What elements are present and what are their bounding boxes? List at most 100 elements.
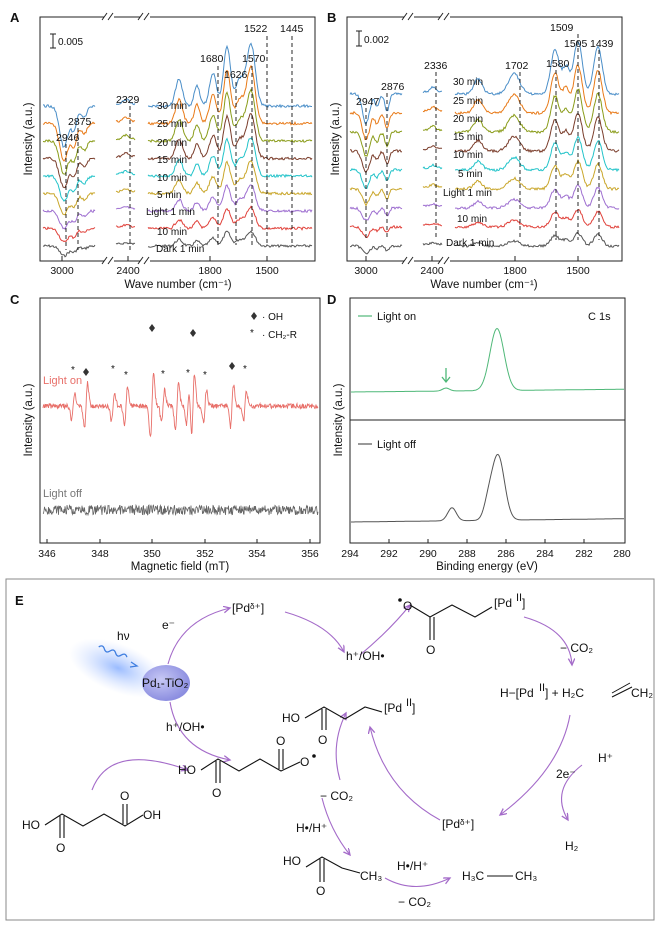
series-label: 5 min — [157, 190, 181, 201]
hydroxyl-label: HO — [282, 711, 300, 725]
x-tick-label: 292 — [380, 548, 398, 560]
x-tick-label: 2400 — [116, 265, 140, 277]
epr-light-on-line — [42, 372, 319, 438]
radical-molecule — [409, 604, 493, 640]
x-tick-label: 348 — [91, 548, 109, 560]
axis-break — [101, 12, 150, 265]
carbonyl-oxygen: O — [120, 789, 129, 803]
radical-dot — [398, 598, 402, 602]
xps-light-off-line — [351, 453, 624, 523]
peak-label: 1626 — [224, 69, 248, 81]
spectrum-line — [115, 223, 136, 228]
series-label: Dark 1 min — [446, 238, 494, 249]
methyl-label: CH₃ — [360, 869, 382, 883]
hole-oh-label: h⁺/OH• — [166, 720, 205, 734]
plot-frame — [39, 297, 321, 544]
double-bond — [611, 682, 633, 698]
spectrum-line — [115, 170, 136, 176]
spectrum-line — [454, 231, 620, 248]
succinate-radical-molecule — [200, 749, 301, 783]
spectrum-line — [115, 242, 136, 246]
h-radical-label: H•/H⁺ — [296, 821, 327, 835]
h-radical-label: H•/H⁺ — [397, 859, 428, 873]
xps-light-on-line — [351, 327, 624, 393]
carbonyl-oxygen: O — [316, 884, 325, 898]
spectrum-line — [454, 158, 620, 192]
catalyst-particle — [142, 665, 190, 701]
hv-label: hν — [117, 629, 130, 643]
spectrum-line — [422, 183, 443, 188]
spectrum-line — [455, 183, 620, 210]
x-axis-label: Wave number (cm⁻¹) — [124, 279, 231, 291]
y-axis-label: Intensity (a.u.) — [23, 383, 35, 456]
panel-b-spectra — [349, 34, 620, 255]
x-tick-label: 354 — [248, 548, 266, 560]
spectrum-line — [115, 151, 136, 158]
carbonyl-oxygen: O — [276, 734, 285, 748]
x-tick-label: 1800 — [503, 265, 527, 277]
series-label: 10 min — [157, 173, 187, 184]
carbonyl-oxygen: O — [212, 786, 221, 800]
panel-a-spectra — [42, 36, 313, 258]
series-label: Light 1 min — [443, 188, 492, 199]
series-label: 30 min — [453, 77, 483, 88]
spectrum-line — [350, 149, 403, 174]
x-tick-label: 280 — [613, 548, 631, 560]
y-axis-label: Intensity (a.u.) — [23, 102, 35, 175]
series-label: 10 min — [457, 214, 487, 225]
arrow-down-icon — [441, 368, 451, 384]
spectrum-line — [454, 113, 620, 154]
panel-letter: B — [327, 10, 336, 25]
hydrogen-label: H₂ — [565, 839, 579, 853]
ethylene-label: ] + H₂C — [545, 686, 584, 700]
spectrum-line — [42, 139, 96, 175]
bracket-close: ] — [412, 701, 415, 715]
asterisk-marker-icon: * — [203, 370, 207, 381]
radical-oxygen: O — [300, 755, 309, 769]
scale-bar-label: 0.002 — [364, 35, 389, 46]
x-axis-ticks: 3000 2400 1800 1500 — [50, 256, 279, 277]
x-tick-label: 356 — [301, 548, 319, 560]
series-label: Light 1 min — [146, 207, 195, 218]
spectrum-line — [147, 64, 313, 126]
series-labels: Dark 1 min 10 min Light 1 min 5 min 10 m… — [146, 101, 204, 255]
plot-frame — [346, 16, 623, 262]
hydroxyl-label: HO — [178, 763, 196, 777]
x-tick-label: 3000 — [50, 265, 74, 277]
x-tick-label: 1500 — [566, 265, 590, 277]
x-tick-label: 288 — [458, 548, 476, 560]
x-tick-label: 290 — [419, 548, 437, 560]
epr-light-off-line — [42, 503, 319, 517]
series-label: 30 min — [157, 101, 187, 112]
spectrum-line — [147, 136, 313, 179]
spectrum-line — [454, 64, 620, 116]
light-on-label: Light on — [377, 311, 416, 323]
panel-letter: A — [10, 10, 20, 25]
peak-labels: 2947 2876 2336 1702 1580 1509 1505 1439 — [356, 22, 614, 108]
series-label: 25 min — [157, 119, 187, 130]
catalyst-label: Pd₁-TiO₂ — [142, 676, 189, 690]
panel-c: C * * * * * * * 346 348 350 352 354 356 Magnet… — [10, 292, 321, 573]
reaction-arrows — [91, 605, 583, 887]
spectrum-line — [454, 209, 620, 229]
spectrum-line — [422, 222, 443, 227]
hole-oh-label-2: h⁺/OH• — [346, 649, 385, 663]
panel-e-scheme: E hν Pd₁-TiO₂ — [5, 578, 655, 921]
diamond-marker-icon — [229, 362, 235, 370]
x-tick-label: 294 — [341, 548, 359, 560]
peak-label: 1439 — [590, 38, 614, 50]
ethane-right-label: CH₃ — [515, 869, 537, 883]
spectrum-line — [147, 113, 313, 161]
asterisk-marker-icon: * — [186, 368, 190, 379]
spectrum-line — [42, 121, 96, 162]
series-label: Dark 1 min — [156, 244, 204, 255]
axis-break — [401, 12, 450, 265]
x-tick-label: 284 — [536, 548, 554, 560]
radical-oxygen: O — [403, 599, 412, 613]
spectrum-line — [147, 184, 313, 213]
series-label: 25 min — [453, 96, 483, 107]
series-label: 10 min — [453, 150, 483, 161]
spectrum-line — [422, 202, 443, 208]
series-label: 10 min — [157, 227, 187, 238]
diamond-marker-icon — [190, 329, 196, 337]
